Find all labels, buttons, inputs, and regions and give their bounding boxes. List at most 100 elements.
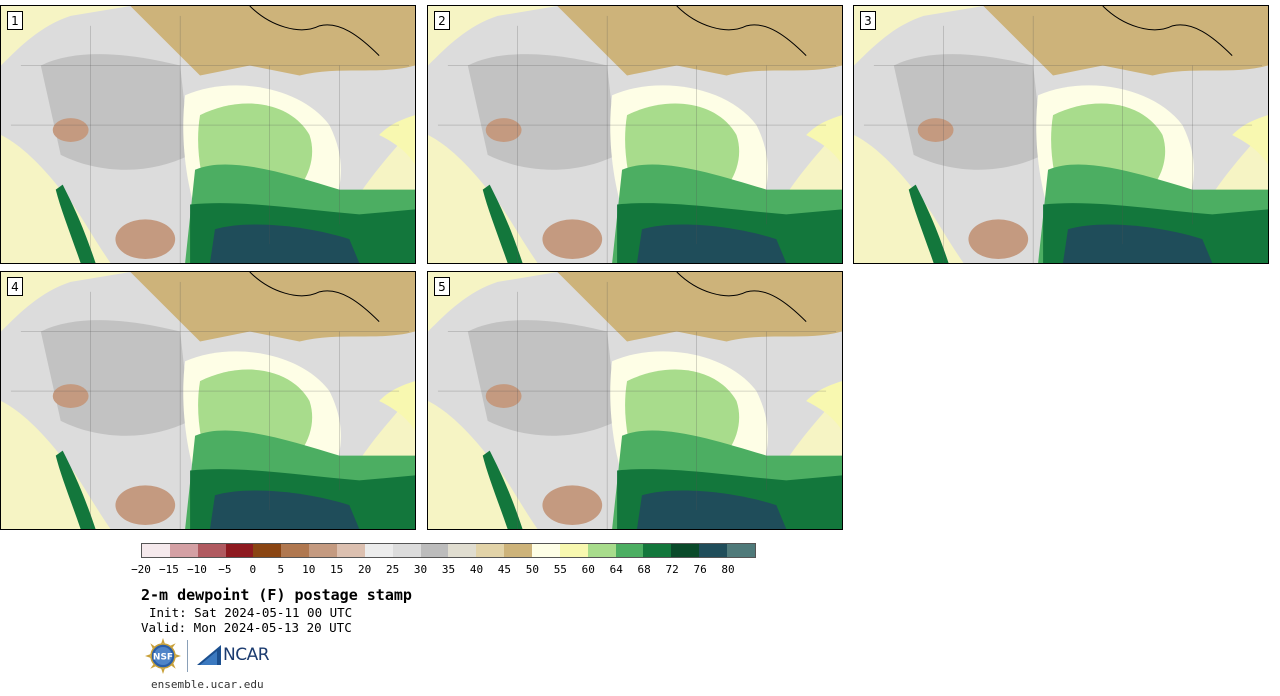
dewpoint-map xyxy=(428,272,842,529)
colorbar-tick-labels: −20 −15 −10 −5 0 5 10 15 20 25 30 35 40 45 50 55 60 64 68 7… xyxy=(131,563,771,577)
colorbar-swatch xyxy=(142,544,170,557)
member-label: 1 xyxy=(7,11,23,30)
state-borders xyxy=(437,15,837,263)
colorbar-tick: 45 xyxy=(497,563,512,576)
colorbar-tick: 64 xyxy=(609,563,623,576)
chart-title: 2-m dewpoint (F) postage stamp xyxy=(141,586,412,604)
dewpoint-map xyxy=(1,6,415,263)
valid-time: Valid: Mon 2024-05-13 20 UTC xyxy=(141,620,352,635)
colorbar-swatch xyxy=(448,544,477,557)
atlantic-region xyxy=(379,115,415,165)
colorbar-tick: 25 xyxy=(385,563,400,576)
west-gray-region xyxy=(467,320,618,436)
state-borders xyxy=(863,15,1263,263)
colorbar-tick: −20 xyxy=(131,563,151,576)
nsf-logo-icon: NSF xyxy=(145,638,181,674)
baja-humid-region xyxy=(482,450,523,529)
colorbar-swatch xyxy=(253,544,282,557)
colorbar-tick: −5 xyxy=(218,563,232,576)
gulf-region xyxy=(1062,224,1213,263)
colorbar-swatch xyxy=(559,544,588,557)
baja-humid-region xyxy=(908,184,949,263)
dry-pocket xyxy=(542,485,603,526)
member-panel-4: 4 xyxy=(0,271,416,530)
colorbar-tick: 60 xyxy=(581,563,595,576)
west-gray-region xyxy=(40,54,191,170)
colorbar-tick: 10 xyxy=(302,563,316,576)
colorbar-swatch xyxy=(392,544,421,557)
colorbar-swatch xyxy=(587,544,616,557)
colorbar-swatch xyxy=(309,544,338,557)
colorbar-swatch xyxy=(364,544,393,557)
colorbar-tick: 40 xyxy=(469,563,484,576)
colorbar-tick: 80 xyxy=(721,563,735,576)
dewpoint-map xyxy=(1,272,415,529)
colorbar-tick: 55 xyxy=(553,563,567,576)
member-panel-2: 2 xyxy=(427,5,843,264)
dry-north-region xyxy=(130,6,415,76)
colorbar-swatch xyxy=(727,544,755,557)
colorbar-tick: 15 xyxy=(330,563,344,576)
colorbar xyxy=(141,543,756,558)
colorbar-swatch xyxy=(504,544,533,557)
dry-pocket xyxy=(542,219,603,260)
colorbar-tick: 5 xyxy=(277,563,285,576)
member-label: 3 xyxy=(860,11,876,30)
dry-north-region xyxy=(130,272,415,342)
member-panel-3: 3 xyxy=(853,5,1269,264)
colorbar-tick: 30 xyxy=(413,563,428,576)
west-gray-region xyxy=(893,54,1044,170)
colorbar-tick: −15 xyxy=(159,563,179,576)
state-borders xyxy=(10,15,410,263)
great-lakes-coastline xyxy=(676,272,807,322)
baja-humid-region xyxy=(55,450,96,529)
colorbar-swatch xyxy=(476,544,505,557)
colorbar-tick: 68 xyxy=(637,563,651,576)
member-label: 2 xyxy=(434,11,450,30)
great-lakes-coastline xyxy=(249,6,380,56)
baja-humid-region xyxy=(482,184,523,263)
member-panel-5: 5 xyxy=(427,271,843,530)
great-lakes-coastline xyxy=(249,272,380,322)
dry-north-region xyxy=(557,272,842,342)
member-label: 4 xyxy=(7,277,23,296)
dry-pocket xyxy=(917,118,954,142)
colorbar-swatch xyxy=(197,544,226,557)
dewpoint-map xyxy=(428,6,842,263)
nsf-logo-text: NSF xyxy=(153,653,173,663)
state-borders xyxy=(10,281,410,529)
state-borders xyxy=(437,281,837,529)
atlantic-region xyxy=(806,381,842,431)
gulf-region xyxy=(209,224,360,263)
colorbar-swatch xyxy=(281,544,310,557)
dry-pocket xyxy=(485,118,522,142)
gulf-region xyxy=(636,224,787,263)
dry-pocket xyxy=(968,219,1029,260)
colorbar-tick: 76 xyxy=(693,563,707,576)
member-label: 5 xyxy=(434,277,450,296)
logo-divider xyxy=(187,640,188,672)
dewpoint-map xyxy=(854,6,1268,263)
colorbar-tick: 72 xyxy=(665,563,679,576)
gulf-region xyxy=(209,490,360,529)
baja-humid-region xyxy=(55,184,96,263)
colorbar-swatch xyxy=(699,544,728,557)
init-time: Init: Sat 2024-05-11 00 UTC xyxy=(149,605,353,620)
colorbar-tick: 20 xyxy=(358,563,372,576)
colorbar-swatch xyxy=(337,544,365,557)
west-gray-region xyxy=(467,54,618,170)
site-url: ensemble.ucar.edu xyxy=(151,678,264,691)
colorbar-swatch xyxy=(169,544,198,557)
dry-north-region xyxy=(983,6,1268,76)
colorbar-tick: 35 xyxy=(441,563,456,576)
dry-pocket xyxy=(52,384,89,408)
dry-pocket xyxy=(115,485,176,526)
colorbar-swatch xyxy=(532,544,560,557)
colorbar-swatch xyxy=(225,544,254,557)
colorbar-tick: 0 xyxy=(249,563,257,576)
colorbar-swatch xyxy=(615,544,644,557)
ncar-logo-icon xyxy=(197,645,221,665)
colorbar-swatch xyxy=(420,544,449,557)
dry-pocket xyxy=(115,219,176,260)
member-panel-1: 1 xyxy=(0,5,416,264)
